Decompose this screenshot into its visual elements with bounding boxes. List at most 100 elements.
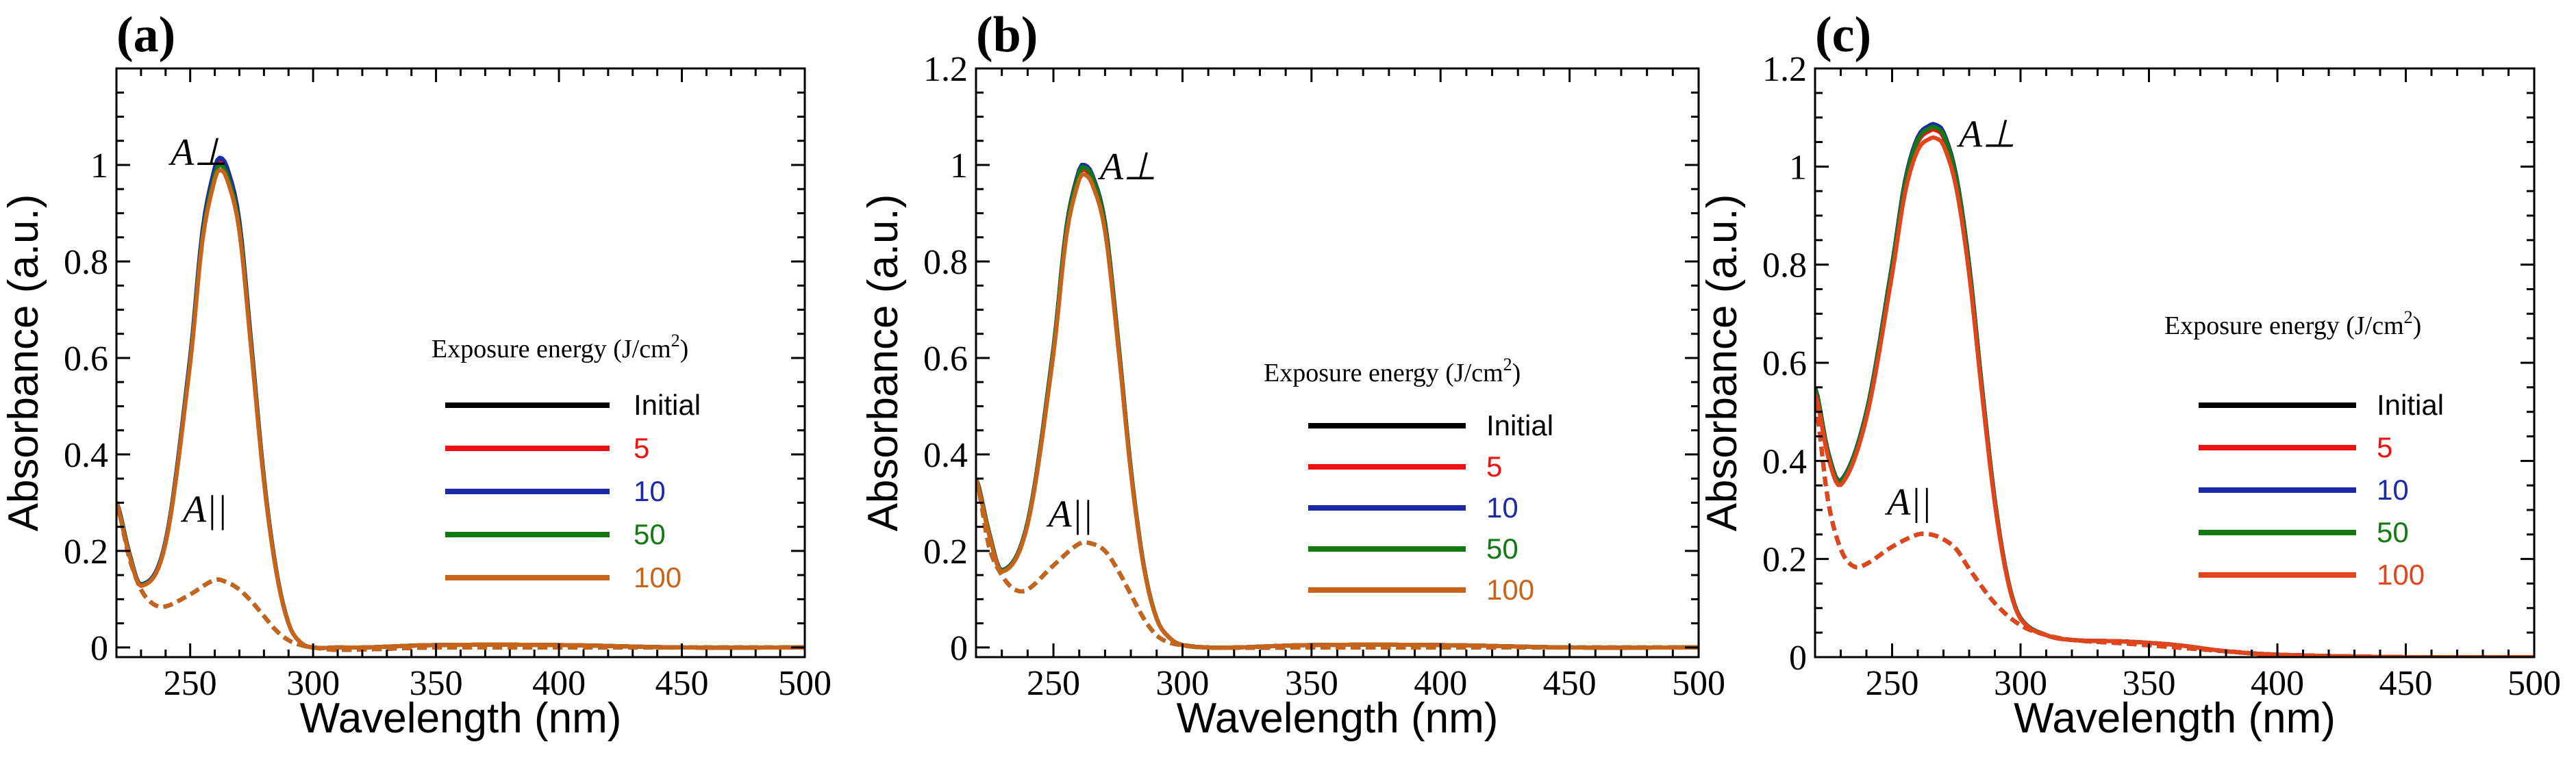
y-axis-title: Absorbance (a.u.)	[1699, 194, 1746, 532]
curves	[116, 155, 805, 652]
y-tick-label: 1.2	[1762, 50, 1807, 89]
y-tick-label: 1	[950, 146, 968, 185]
legend: Exposure energy (J/cm2) Initial 5 10 50 100	[432, 331, 701, 593]
y-tick-label: 0	[90, 629, 108, 668]
curves	[976, 162, 1699, 650]
x-tick-label: 250	[1866, 664, 1919, 703]
y-tick-label: 0	[950, 629, 968, 668]
x-tick-label: 450	[1543, 664, 1597, 703]
x-axis-title: Wavelength (nm)	[300, 695, 622, 742]
series-50-perp-line	[976, 165, 1699, 650]
annotation-a-par: A||	[180, 489, 227, 531]
x-axis-title: Wavelength (nm)	[2014, 695, 2336, 742]
plot-frame	[1814, 67, 2536, 658]
y-axis: 0 0.2 0.4 0.6 0.8 1 1.2	[1762, 50, 2534, 678]
annotation-a-perp: A⊥	[1097, 146, 1157, 188]
legend: Exposure energy (J/cm2) Initial 5 10 50 100	[1264, 355, 1553, 606]
legend: Exposure energy (J/cm2) Initial 5 10 50 100	[2164, 307, 2444, 591]
x-tick-label: 400	[1414, 664, 1467, 703]
x-tick-label: 350	[410, 664, 463, 703]
y-tick-label: 0.2	[923, 533, 968, 572]
panel-a: (a) 250 300 350 400 450 500 0 0.2 0.4 0.6 0.8 1 Wavel…	[0, 7, 831, 742]
legend-label-10: 10	[2377, 474, 2409, 506]
x-tick-label: 300	[286, 664, 340, 703]
legend-label-5: 5	[2377, 431, 2392, 463]
legend-title: Exposure energy (J/cm2)	[2164, 307, 2421, 340]
panel-label: (c)	[1815, 7, 1871, 63]
legend-label-initial: Initial	[2377, 389, 2444, 421]
series-initial-par-line	[1815, 401, 2534, 657]
x-tick-label: 450	[655, 664, 709, 703]
y-tick-label: 0.2	[64, 533, 108, 572]
y-tick-label: 0.6	[64, 340, 108, 379]
series-5-par-line	[1815, 401, 2534, 657]
x-tick-label: 300	[1994, 664, 2047, 703]
annotation-a-par: A||	[1046, 494, 1093, 536]
y-tick-label: 0.6	[923, 340, 968, 379]
x-tick-label: 400	[2251, 664, 2304, 703]
x-axis: 250 300 350 400 450 500	[115, 68, 831, 703]
series-100-par-line	[116, 502, 805, 652]
legend-title: Exposure energy (J/cm2)	[432, 331, 688, 363]
legend-label-50: 50	[2377, 516, 2409, 548]
legend-label-100: 100	[2377, 559, 2425, 591]
x-tick-label: 450	[2379, 664, 2433, 703]
series-100-par-line	[1815, 401, 2534, 657]
y-tick-label: 0.4	[923, 436, 968, 475]
legend-label-initial: Initial	[634, 389, 701, 421]
annotation-a-perp: A⊥	[168, 131, 227, 174]
series-100-perp-line	[1815, 135, 2534, 657]
series-5-perp-line	[976, 167, 1699, 650]
x-tick-label: 250	[1027, 664, 1080, 703]
legend-label-10: 10	[1486, 491, 1518, 524]
panel-b: (b) 250 300 350 400 450 500 0 0.2 0.4 0.6 0.8 1 1.2 Wa…	[860, 7, 1725, 742]
y-axis: 0 0.2 0.4 0.6 0.8 1	[64, 67, 805, 668]
legend-label-5: 5	[634, 432, 649, 464]
x-tick-label: 500	[2508, 664, 2561, 703]
panel-label: (a)	[116, 7, 175, 63]
panel-c: (c) 250 300 350 400 450 500 0 0.2 0.4 0.6 0.8 1 1.2 Wa…	[1699, 7, 2561, 742]
y-axis-title: Absorbance (a.u.)	[0, 194, 47, 532]
x-axis: 250 300 350 400 450 500	[975, 68, 1725, 703]
legend-label-50: 50	[1486, 533, 1518, 565]
series-initial-perp-line	[976, 162, 1699, 650]
x-tick-label: 500	[778, 664, 831, 703]
x-axis: 250 300 350 400 450 500	[1814, 68, 2561, 703]
y-tick-label: 1.2	[923, 50, 968, 89]
y-tick-label: 0.2	[1762, 541, 1807, 580]
y-axis-title: Absorbance (a.u.)	[860, 194, 907, 532]
x-tick-label: 350	[1285, 664, 1338, 703]
legend-label-initial: Initial	[1486, 409, 1553, 441]
x-tick-label: 350	[2123, 664, 2176, 703]
annotation-a-par: A||	[1884, 481, 1931, 524]
series-10-par-line	[1815, 401, 2534, 657]
y-tick-label: 1	[1789, 148, 1807, 187]
curves	[1815, 122, 2534, 657]
panel-label: (b)	[976, 7, 1038, 63]
y-tick-label: 0.8	[923, 243, 968, 282]
panels-root: (a)250 300 350 400 450 50000.20.40.60.81Wavel…	[0, 7, 2561, 742]
x-axis-title: Wavelength (nm)	[1177, 695, 1499, 742]
y-tick-label: 0.8	[64, 243, 108, 282]
series-100-perp-line	[976, 172, 1699, 650]
legend-label-50: 50	[634, 518, 666, 550]
y-tick-label: 0	[1789, 639, 1807, 678]
y-tick-label: 0.6	[1762, 344, 1807, 383]
legend-label-100: 100	[634, 561, 681, 593]
series-10-perp-line	[976, 162, 1699, 650]
legend-label-5: 5	[1486, 450, 1502, 483]
y-tick-label: 0.8	[1762, 246, 1807, 285]
legend-label-10: 10	[634, 475, 666, 507]
x-tick-label: 400	[532, 664, 586, 703]
x-tick-label: 500	[1672, 664, 1725, 703]
y-tick-label: 0.4	[64, 436, 108, 475]
legend-label-100: 100	[1486, 574, 1534, 606]
legend-title: Exposure energy (J/cm2)	[1264, 355, 1521, 387]
y-tick-label: 0.4	[1762, 442, 1807, 481]
series-50-par-line	[1815, 401, 2534, 657]
x-tick-label: 300	[1155, 664, 1209, 703]
y-axis: 0 0.2 0.4 0.6 0.8 1 1.2	[923, 50, 1699, 668]
y-tick-label: 1	[90, 146, 108, 185]
x-tick-label: 250	[164, 664, 217, 703]
